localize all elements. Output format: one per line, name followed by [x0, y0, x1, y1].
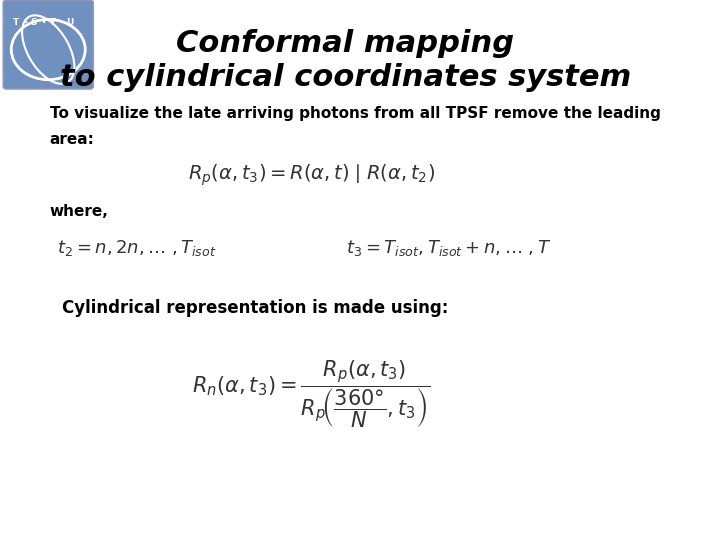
Text: ·: ·	[24, 18, 28, 28]
Text: where,: where,	[50, 204, 109, 219]
Text: area:: area:	[50, 132, 94, 147]
Text: $t_2 = n, 2n, \ldots\ ,T_{isot}$: $t_2 = n, 2n, \ldots\ ,T_{isot}$	[57, 238, 217, 259]
Text: ·: ·	[42, 18, 47, 28]
FancyBboxPatch shape	[3, 0, 94, 89]
Text: $t_3 = T_{isot}, T_{isot}+n, \ldots\ ,T$: $t_3 = T_{isot}, T_{isot}+n, \ldots\ ,T$	[346, 238, 551, 259]
Text: $R_p(\alpha,t_3)= R(\alpha,t)\mid R(\alpha,t_2)$: $R_p(\alpha,t_3)= R(\alpha,t)\mid R(\alp…	[188, 162, 435, 188]
Text: T: T	[50, 18, 56, 28]
Text: T: T	[13, 18, 19, 28]
Text: To visualize the late arriving photons from all TPSF remove the leading: To visualize the late arriving photons f…	[50, 106, 661, 121]
Text: Conformal mapping: Conformal mapping	[176, 29, 515, 58]
Text: to cylindrical coordinates system: to cylindrical coordinates system	[60, 63, 631, 92]
Text: S: S	[31, 18, 37, 28]
Text: ·: ·	[60, 18, 64, 28]
Text: U: U	[66, 18, 73, 28]
Text: Cylindrical representation is made using:: Cylindrical representation is made using…	[62, 299, 449, 317]
Text: $R_n(\alpha,t_3)= \dfrac{R_p(\alpha,t_3)}{R_p\!\left(\dfrac{360°}{N},t_3\right)}: $R_n(\alpha,t_3)= \dfrac{R_p(\alpha,t_3)…	[192, 358, 431, 430]
